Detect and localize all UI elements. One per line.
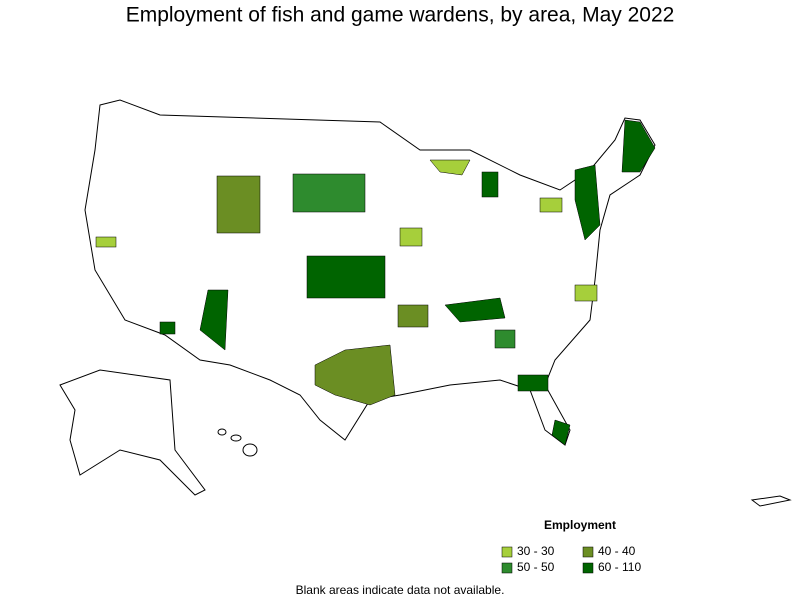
area bbox=[444, 297, 506, 323]
legend-label: 50 - 50 bbox=[517, 560, 555, 574]
area bbox=[95, 236, 117, 248]
legend-label: 40 - 40 bbox=[598, 544, 636, 558]
legend-swatch bbox=[582, 546, 594, 558]
area bbox=[397, 304, 429, 328]
legend-swatch bbox=[501, 546, 513, 558]
legend: Employment 30 - 30 50 - 50 40 - 40 60 - 110 bbox=[501, 518, 641, 574]
area bbox=[314, 344, 396, 406]
alaska bbox=[59, 369, 206, 496]
area bbox=[481, 171, 499, 198]
legend-title: Employment bbox=[544, 518, 616, 532]
area bbox=[306, 255, 386, 299]
area bbox=[574, 164, 601, 241]
area bbox=[159, 321, 176, 335]
legend-swatch bbox=[582, 562, 594, 574]
area bbox=[621, 119, 656, 173]
legend-label: 60 - 110 bbox=[598, 560, 641, 574]
map-title: Employment of fish and game wardens, by … bbox=[126, 4, 675, 27]
area bbox=[551, 419, 571, 446]
hawaii bbox=[217, 428, 258, 457]
map bbox=[59, 99, 792, 507]
area bbox=[494, 329, 516, 349]
area bbox=[539, 197, 563, 213]
area bbox=[216, 175, 261, 234]
area bbox=[399, 227, 423, 247]
footnote: Blank areas indicate data not available. bbox=[296, 583, 505, 597]
puerto-rico bbox=[750, 495, 792, 507]
area bbox=[517, 374, 549, 392]
area bbox=[574, 284, 598, 302]
area bbox=[292, 173, 366, 213]
legend-swatch bbox=[501, 562, 513, 574]
area bbox=[199, 289, 229, 351]
legend-label: 30 - 30 bbox=[517, 544, 555, 558]
area bbox=[429, 159, 471, 176]
shaded-areas bbox=[95, 119, 656, 446]
